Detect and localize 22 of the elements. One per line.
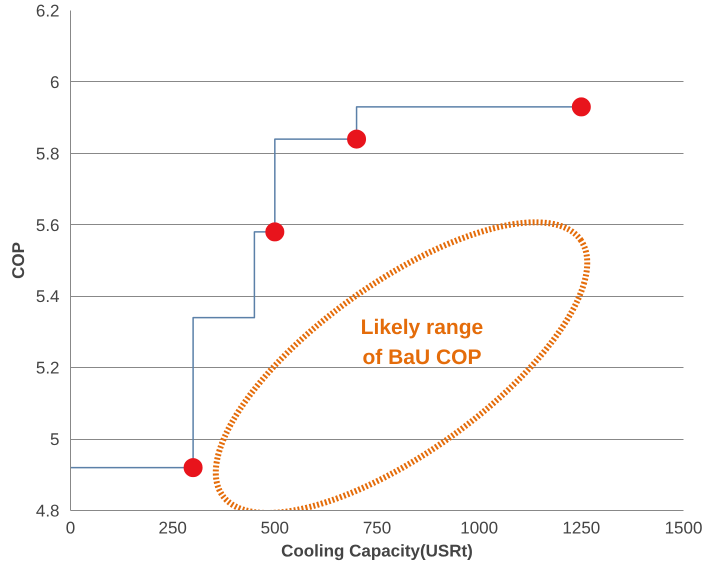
x-tick-label: 0 [66, 518, 76, 538]
annotation: Likely range of BaU COP [360, 316, 484, 370]
x-tick-label: 1500 [664, 518, 702, 538]
x-tick-label: 1250 [562, 518, 600, 538]
x-tick-label: 250 [158, 518, 187, 538]
y-axis-title: COP [8, 242, 28, 279]
x-tick-label: 500 [260, 518, 290, 538]
y-tick-label: 4.8 [36, 502, 60, 520]
y-tick-label: 5.8 [36, 144, 60, 164]
point [184, 458, 203, 478]
y-tick-label: 5.6 [36, 216, 60, 235]
x-tick-label: 750 [362, 518, 392, 538]
x-tick-label: 1000 [460, 518, 498, 538]
point [347, 130, 366, 149]
point [572, 97, 591, 116]
y-tick-label: 6.2 [36, 2, 60, 20]
y-tick-label: 5.4 [36, 287, 60, 306]
y-tick-label: 5.2 [36, 358, 60, 378]
y-tick-label: 5 [50, 430, 60, 450]
y-tick-label: 6 [50, 72, 60, 92]
x-axis-title: Cooling Capacity(USRt) [281, 542, 473, 560]
point [265, 222, 284, 242]
